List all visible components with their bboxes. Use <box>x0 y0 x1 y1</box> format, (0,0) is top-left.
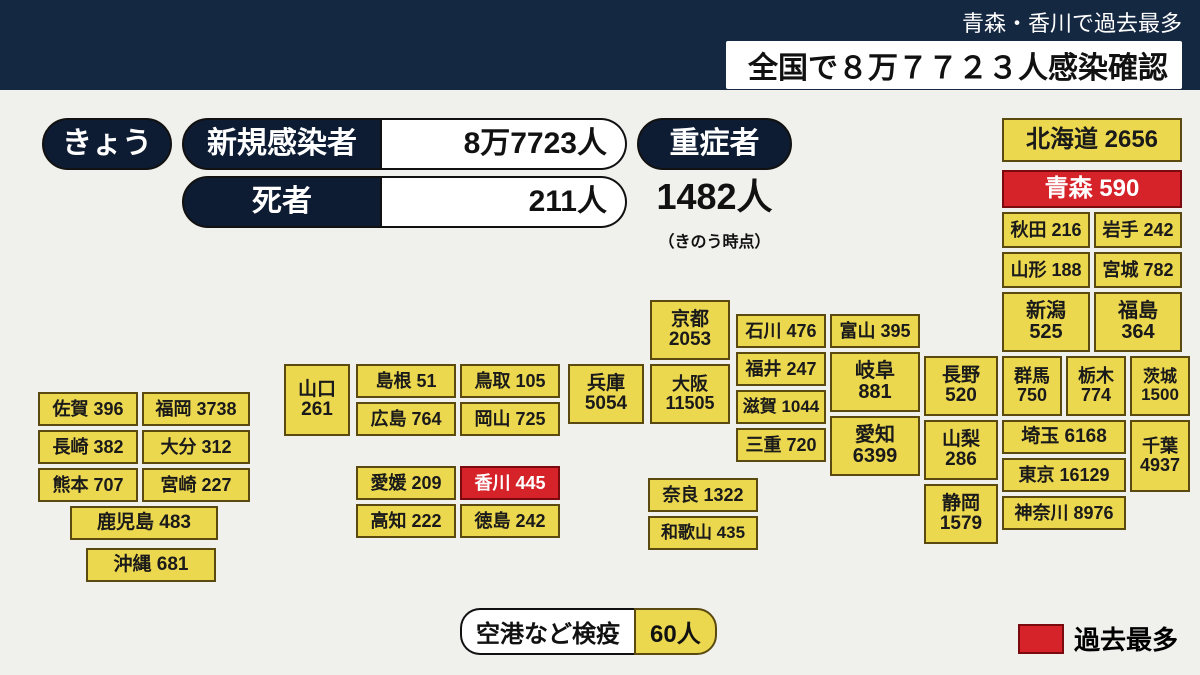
prefecture-box: 栃木 774 <box>1066 356 1126 416</box>
prefecture-box: 長野 520 <box>924 356 998 416</box>
prefecture-box: 群馬 750 <box>1002 356 1062 416</box>
prefecture-box: 熊本 707 <box>38 468 138 502</box>
prefecture-box: 埼玉 6168 <box>1002 420 1126 454</box>
prefecture-box: 新潟 525 <box>1002 292 1090 352</box>
prefecture-box: 宮城 782 <box>1094 252 1182 288</box>
legend: 過去最多 <box>1018 620 1178 657</box>
prefecture-box: 富山 395 <box>830 314 920 348</box>
prefecture-box: 茨城 1500 <box>1130 356 1190 416</box>
prefecture-box: 千葉 4937 <box>1130 420 1190 492</box>
prefecture-box: 山梨 286 <box>924 420 998 480</box>
prefecture-box: 福井 247 <box>736 352 826 386</box>
prefecture-box: 広島 764 <box>356 402 456 436</box>
prefecture-box: 大分 312 <box>142 430 250 464</box>
prefecture-box: 神奈川 8976 <box>1002 496 1126 530</box>
prefecture-box: 岐阜 881 <box>830 352 920 412</box>
prefecture-box: 大阪 11505 <box>650 364 730 424</box>
prefecture-box: 青森 590 <box>1002 170 1182 208</box>
prefecture-box: 静岡 1579 <box>924 484 998 544</box>
prefecture-box: 北海道 2656 <box>1002 118 1182 162</box>
prefecture-box: 香川 445 <box>460 466 560 500</box>
prefecture-box: 山口 261 <box>284 364 350 436</box>
prefecture-box: 佐賀 396 <box>38 392 138 426</box>
prefecture-box: 愛知 6399 <box>830 416 920 476</box>
prefecture-box: 島根 51 <box>356 364 456 398</box>
prefecture-box: 宮崎 227 <box>142 468 250 502</box>
prefecture-box: 岡山 725 <box>460 402 560 436</box>
legend-swatch <box>1018 624 1064 654</box>
prefecture-box: 滋賀 1044 <box>736 390 826 424</box>
prefecture-box: 長崎 382 <box>38 430 138 464</box>
quarantine-label: 空港など検疫 <box>460 608 634 655</box>
prefecture-map: 北海道 2656 青森 590 秋田 216岩手 242山形 188宮城 782新潟… <box>0 0 1200 675</box>
prefecture-box: 兵庫 5054 <box>568 364 644 424</box>
prefecture-box: 山形 188 <box>1002 252 1090 288</box>
quarantine-row: 空港など検疫 60人 <box>460 608 717 655</box>
prefecture-box: 京都 2053 <box>650 300 730 360</box>
prefecture-box: 岩手 242 <box>1094 212 1182 248</box>
prefecture-box: 和歌山 435 <box>648 516 758 550</box>
prefecture-box: 愛媛 209 <box>356 466 456 500</box>
prefecture-box: 鹿児島 483 <box>70 506 218 540</box>
prefecture-box: 沖縄 681 <box>86 548 216 582</box>
quarantine-value: 60人 <box>634 608 717 655</box>
prefecture-box: 鳥取 105 <box>460 364 560 398</box>
prefecture-box: 奈良 1322 <box>648 478 758 512</box>
prefecture-box: 三重 720 <box>736 428 826 462</box>
prefecture-box: 石川 476 <box>736 314 826 348</box>
prefecture-box: 福岡 3738 <box>142 392 250 426</box>
legend-text: 過去最多 <box>1074 620 1178 657</box>
prefecture-box: 徳島 242 <box>460 504 560 538</box>
prefecture-box: 秋田 216 <box>1002 212 1090 248</box>
prefecture-box: 東京 16129 <box>1002 458 1126 492</box>
prefecture-box: 福島 364 <box>1094 292 1182 352</box>
prefecture-box: 高知 222 <box>356 504 456 538</box>
